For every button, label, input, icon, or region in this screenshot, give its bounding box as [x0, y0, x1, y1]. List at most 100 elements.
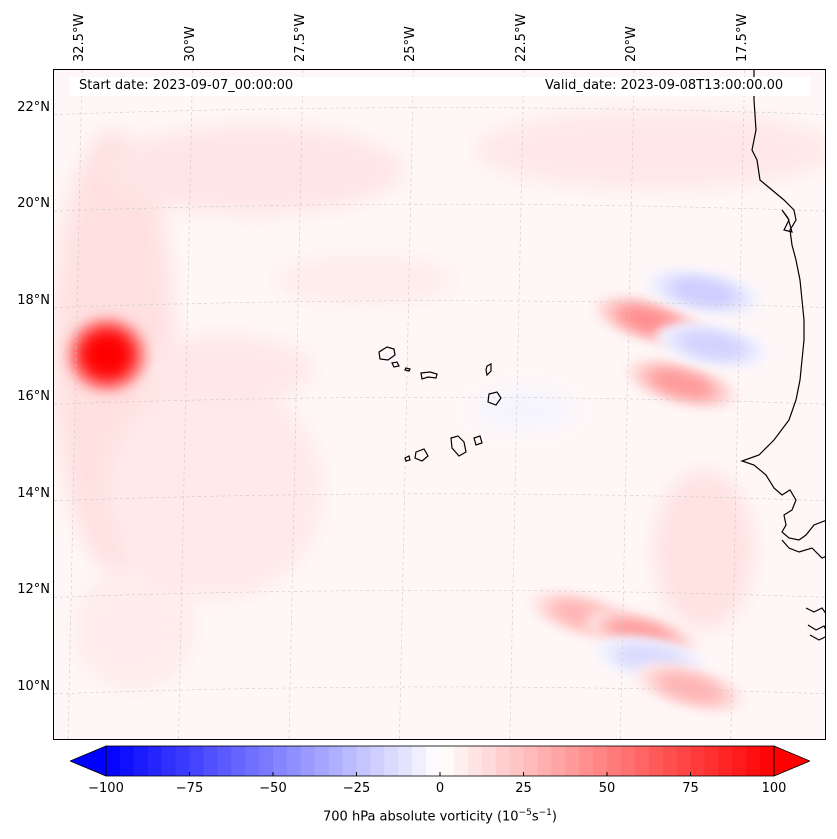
colorbar-level — [119, 746, 135, 776]
parallel-line — [54, 396, 825, 405]
lat-tick-label: 18°N — [17, 292, 50, 308]
colorbar-level — [245, 746, 260, 776]
parallel-line — [54, 590, 825, 598]
meridian-line — [288, 70, 304, 739]
coastline — [740, 70, 825, 641]
colorbar-level — [440, 746, 455, 776]
negative-pocket-north — [646, 270, 761, 314]
meridian-line — [399, 70, 414, 739]
colorbar-level — [342, 746, 357, 776]
meridian-line — [509, 70, 525, 739]
vorticity-features — [63, 270, 770, 712]
colorbar-level — [133, 746, 149, 776]
parallel-line — [54, 493, 825, 502]
colorbar-level — [370, 746, 385, 776]
lon-tick-label: 30°W — [182, 26, 198, 62]
colorbar-tick-label: −50 — [259, 781, 287, 796]
colorbar-tick-label: 50 — [598, 781, 616, 796]
map-panel — [53, 69, 826, 740]
colorbar-level — [648, 746, 664, 776]
colorbar-level — [453, 746, 469, 776]
colorbar-level — [732, 746, 747, 776]
colorbar-level — [634, 746, 650, 776]
start-date-label: Start date: 2023-09-07_00:00:00 — [79, 78, 294, 93]
colorbar-level — [273, 746, 288, 776]
lon-tick-label: 32.5°W — [72, 13, 88, 62]
colorbar-level — [718, 746, 733, 776]
colorbar-level — [676, 746, 691, 776]
colorbar-level — [495, 746, 511, 776]
colorbar-level — [106, 746, 121, 776]
lat-tick-label: 10°N — [17, 678, 50, 694]
colorbar-level — [509, 746, 524, 776]
colorbar-level — [203, 746, 218, 776]
meridian-line — [67, 70, 83, 739]
colorbar-level — [412, 746, 427, 776]
colorbar-level — [593, 746, 608, 776]
lon-tick-label: 17.5°W — [734, 13, 750, 62]
cape-verde-islands — [378, 346, 502, 462]
colorbar-level — [704, 746, 719, 776]
colorbar-level — [481, 746, 497, 776]
colorbar-level — [523, 746, 538, 776]
meridian-line — [730, 70, 745, 739]
colorbar-level — [746, 746, 761, 776]
colorbar-level — [286, 746, 302, 776]
lat-tick-label: 16°N — [17, 389, 50, 405]
colorbar-tick-label: −75 — [175, 781, 204, 796]
colorbar-level — [551, 746, 566, 776]
negative-pocket-coast — [655, 323, 770, 367]
graticule — [54, 70, 825, 739]
lon-tick-label: 27.5°W — [292, 13, 308, 62]
meridian-line — [178, 70, 193, 739]
lat-tick-label: 22°N — [17, 99, 50, 115]
vortex-maximum-west — [63, 314, 151, 396]
lon-tick-label: 22.5°W — [513, 13, 529, 62]
positive-band-east-mid — [625, 359, 738, 408]
colorbar-tick-label: −25 — [342, 781, 371, 796]
colorbar-level — [565, 746, 580, 776]
colorbar-level — [300, 746, 316, 776]
colorbar-level — [384, 746, 399, 776]
colorbar-level — [328, 746, 344, 776]
map-canvas — [54, 70, 825, 739]
colorbar-level — [760, 746, 775, 776]
colorbar-level — [537, 746, 552, 776]
colorbar-level — [147, 746, 163, 776]
lat-tick-label: 20°N — [17, 196, 50, 212]
colorbar-level — [161, 746, 177, 776]
colorbar-tick-label: 100 — [761, 781, 787, 796]
lat-tick-label: 12°N — [17, 582, 50, 598]
colorbar-tick-label: −100 — [88, 781, 124, 796]
colorbar-label: 700 hPa absolute vorticity (10−5s−1) — [323, 808, 557, 825]
colorbar-level — [690, 746, 705, 776]
parallel-line — [54, 203, 825, 212]
colorbar-high-extend — [773, 745, 810, 777]
vorticity-background — [54, 110, 825, 690]
colorbar-level — [259, 746, 274, 776]
colorbar-tick-label: 75 — [682, 781, 699, 796]
colorbar-level — [426, 746, 441, 776]
colorbar-low-extend — [70, 745, 107, 777]
valid-date-label: Valid_date: 2023-09-08T13:00:00.00 — [545, 78, 784, 93]
colorbar — [70, 745, 810, 777]
parallel-line — [54, 300, 825, 309]
colorbar-level — [579, 746, 594, 776]
colorbar-level — [398, 746, 413, 776]
colorbar-level — [662, 746, 678, 776]
colorbar-level — [356, 746, 371, 776]
colorbar-level — [231, 746, 246, 776]
colorbar-tick-label: 0 — [435, 781, 445, 796]
meridian-line — [619, 70, 635, 739]
lon-tick-label: 20°W — [624, 26, 640, 62]
colorbar-level — [175, 746, 190, 776]
date-header-strip — [70, 77, 810, 96]
colorbar-level — [314, 746, 330, 776]
colorbar-level — [189, 746, 204, 776]
lon-tick-label: 25°W — [403, 26, 419, 62]
colorbar-tick-label: 25 — [515, 781, 532, 796]
colorbar-level — [620, 746, 636, 776]
lat-tick-label: 14°N — [17, 485, 50, 501]
colorbar-level — [467, 746, 483, 776]
colorbar-level — [607, 746, 622, 776]
